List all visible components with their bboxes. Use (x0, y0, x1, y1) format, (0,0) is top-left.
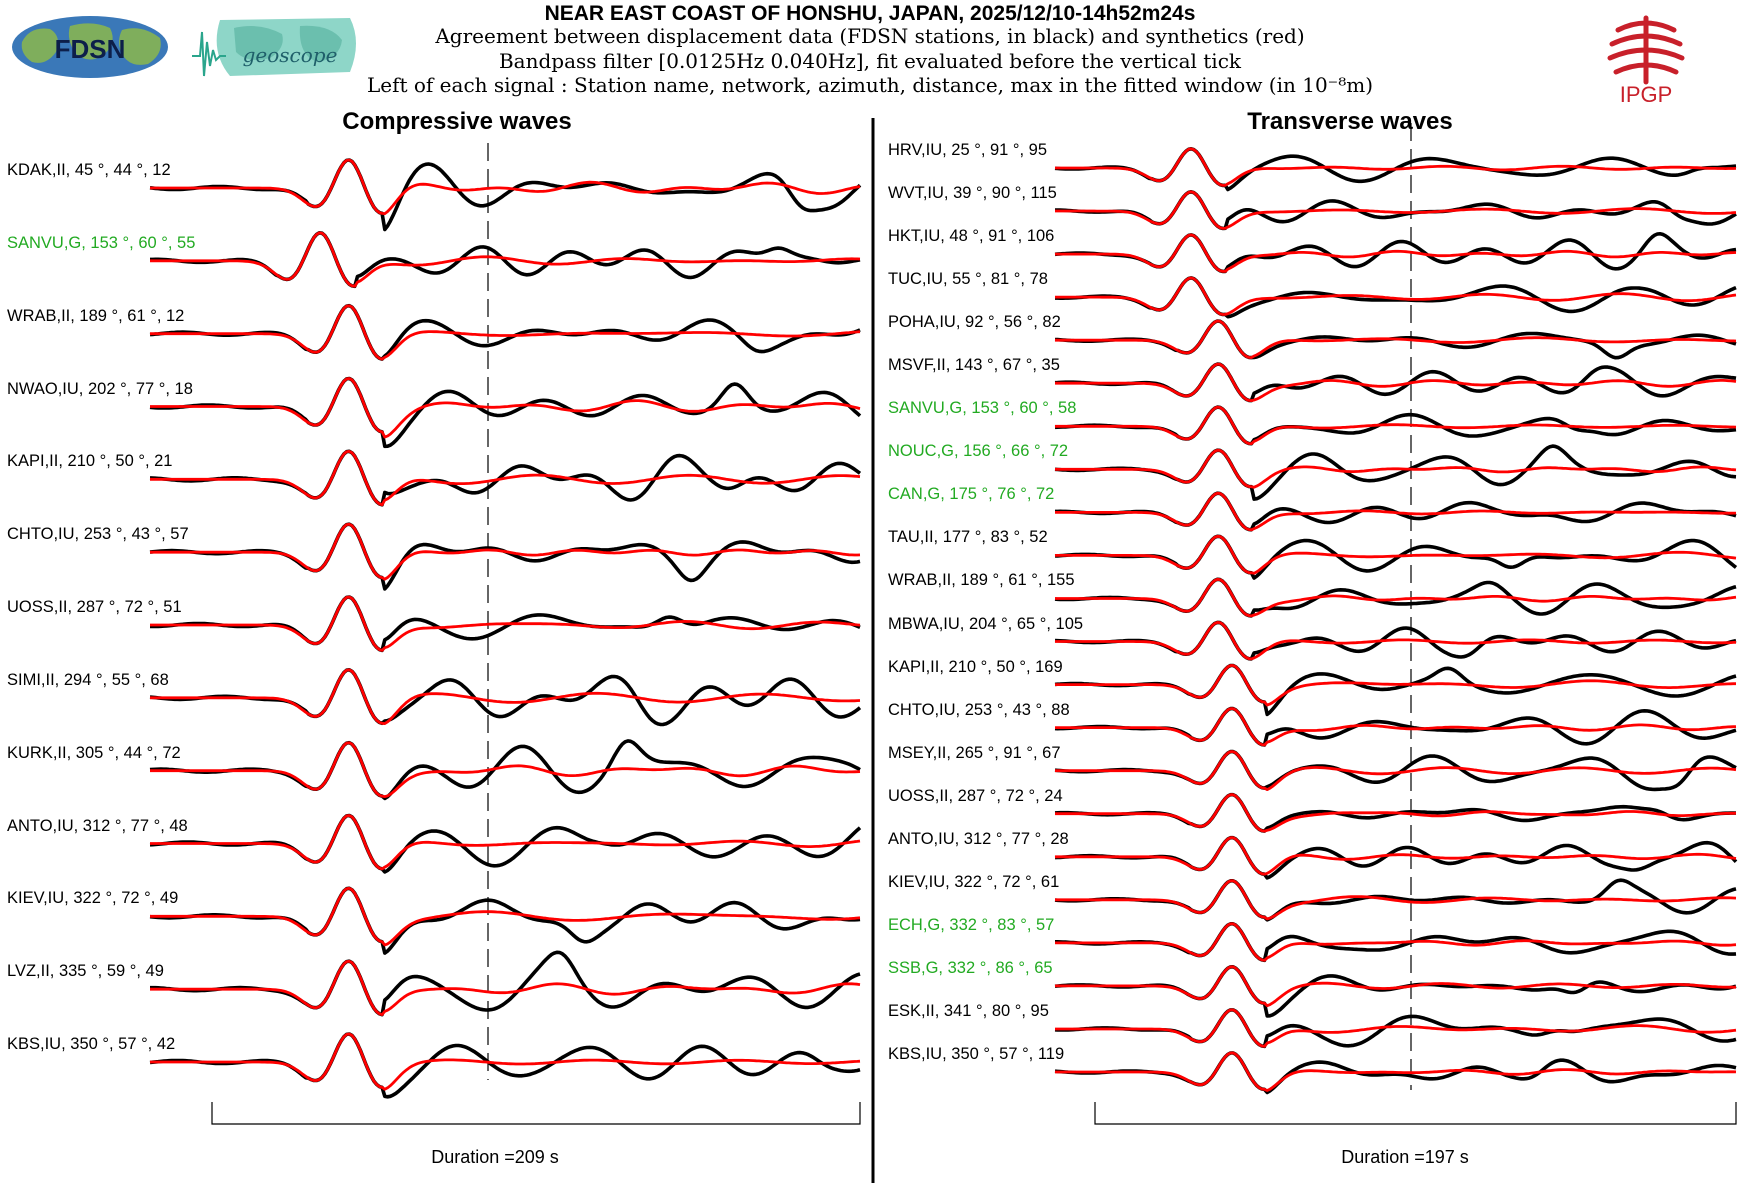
station-label: KDAK,II, 45 °, 44 °, 12 (7, 161, 171, 179)
station-label: WRAB,II, 189 °, 61 °, 12 (7, 306, 185, 325)
station-label: CAN,G, 175 °, 76 °, 72 (888, 485, 1055, 504)
station-label: KAPI,II, 210 °, 50 °, 169 (888, 657, 1063, 676)
synthetic-trace (1055, 836, 1737, 876)
station-label: LVZ,II, 335 °, 59 °, 49 (7, 962, 164, 981)
synthetic-trace (1055, 577, 1737, 618)
synthetic-trace (1055, 362, 1737, 403)
station-label: SIMI,II, 294 °, 55 °, 68 (7, 670, 169, 689)
synthetic-trace (150, 959, 861, 1016)
synthetic-trace (150, 595, 861, 652)
synthetic-trace (150, 377, 861, 439)
station-label: CHTO,IU, 253 °, 43 °, 57 (7, 525, 189, 544)
synthetic-trace (1055, 319, 1737, 360)
station-label: MSVF,II, 143 °, 67 °, 35 (888, 356, 1060, 375)
synthetic-trace (1055, 534, 1737, 575)
station-label: SANVU,G, 153 °, 60 °, 55 (7, 233, 196, 252)
synthetic-trace (1055, 405, 1737, 446)
station-label: WVT,IU, 39 °, 90 °, 115 (888, 184, 1057, 203)
synthetic-trace (1055, 276, 1737, 316)
ipgp-logo-text: IPGP (1620, 82, 1673, 107)
synthetic-trace (150, 668, 861, 725)
synthetic-trace (1055, 621, 1737, 661)
synthetic-trace (1055, 1008, 1737, 1048)
station-label: KIEV,IU, 322 °, 72 °, 49 (7, 889, 179, 908)
fdsn-logo-text: FDSN (55, 34, 126, 64)
duration-bracket-1 (1094, 1102, 1737, 1125)
synthetic-trace (1055, 879, 1737, 921)
station-label: KBS,IU, 350 °, 57 °, 42 (7, 1035, 176, 1053)
station-label: ANTO,IU, 312 °, 77 °, 48 (7, 816, 188, 835)
synthetic-trace (150, 522, 861, 581)
station-label: NWAO,IU, 202 °, 77 °, 18 (7, 379, 193, 398)
station-label: MSEY,II, 265 °, 91 °, 67 (888, 743, 1061, 762)
synthetic-trace (1055, 491, 1736, 532)
station-label: NOUC,G, 156 °, 66 °, 72 (888, 442, 1069, 461)
synthetic-trace (1055, 793, 1737, 833)
synthetic-trace (150, 231, 861, 288)
data-trace (149, 158, 862, 232)
station-label: UOSS,II, 287 °, 72 °, 24 (888, 786, 1063, 805)
synthetic-trace (1055, 233, 1737, 273)
station-label: HKT,IU, 48 °, 91 °, 106 (888, 227, 1055, 246)
synthetic-trace (1055, 1051, 1737, 1092)
station-label: KAPI,II, 210 °, 50 °, 21 (7, 452, 173, 471)
synthetic-trace (1055, 147, 1737, 187)
station-label: CHTO,IU, 253 °, 43 °, 88 (888, 700, 1070, 719)
synthetic-trace (1055, 664, 1736, 707)
subtitle-legend: Left of each signal : Station name, netw… (366, 73, 1374, 97)
event-title: NEAR EAST COAST OF HONSHU, JAPAN, 2025/1… (544, 2, 1196, 25)
synthetic-trace (150, 449, 861, 507)
data-trace (149, 1032, 861, 1099)
fdsn-logo: FDSN (10, 14, 170, 80)
synthetic-trace (150, 741, 861, 798)
station-label: TUC,IU, 55 °, 81 °, 78 (888, 270, 1048, 289)
station-label: ECH,G, 332 °, 83 °, 57 (888, 915, 1055, 934)
data-trace (149, 667, 862, 727)
synthetic-trace (150, 886, 861, 947)
station-label: SSB,G, 332 °, 86 °, 65 (888, 958, 1053, 977)
station-label: KBS,IU, 350 °, 57 °, 119 (888, 1045, 1065, 1063)
synthetic-trace (150, 158, 861, 216)
geoscope-logo-text: geoscope (243, 43, 338, 67)
station-label: UOSS,II, 287 °, 72 °, 51 (7, 598, 182, 616)
station-label: MBWA,IU, 204 °, 65 °, 105 (888, 614, 1084, 633)
station-label: KIEV,IU, 322 °, 72 °, 61 (888, 872, 1060, 891)
subtitle-bandpass: Bandpass filter [0.0125Hz 0.040Hz], fit … (498, 49, 1242, 73)
station-label: ANTO,IU, 312 °, 77 °, 28 (888, 829, 1069, 848)
synthetic-trace (1055, 190, 1737, 230)
station-label: TAU,II, 177 °, 83 °, 52 (888, 528, 1048, 547)
transverse-panel-title: Transverse waves (1247, 108, 1453, 135)
station-label: WRAB,II, 189 °, 61 °, 155 (888, 571, 1075, 590)
synthetic-trace (1055, 922, 1737, 962)
synthetic-trace (1055, 448, 1737, 489)
station-label: SANVU,G, 153 °, 60 °, 58 (888, 399, 1077, 418)
station-label: ESK,II, 341 °, 80 °, 95 (888, 1001, 1049, 1020)
station-label: POHA,IU, 92 °, 56 °, 82 (888, 313, 1061, 332)
station-label: HRV,IU, 25 °, 91 °, 95 (888, 141, 1048, 159)
geoscope-logo: geoscope (190, 12, 365, 84)
transverse-duration-label: Duration =197 s (1341, 1147, 1469, 1167)
compressive-duration-label: Duration =209 s (431, 1147, 559, 1167)
duration-bracket-0 (211, 1102, 861, 1125)
station-label: KURK,II, 305 °, 44 °, 72 (7, 743, 181, 762)
data-trace (149, 303, 861, 361)
synthetic-trace (1055, 707, 1737, 747)
subtitle-agreement: Agreement between displacement data (FDS… (435, 24, 1305, 48)
synthetic-trace (1055, 750, 1737, 791)
synthetic-trace (150, 814, 861, 871)
ipgp-logo: IPGP (1596, 8, 1696, 108)
synthetic-trace (150, 304, 861, 361)
synthetic-trace (1055, 965, 1736, 1008)
compressive-panel-title: Compressive waves (342, 108, 572, 135)
synthetic-trace (150, 1032, 861, 1091)
